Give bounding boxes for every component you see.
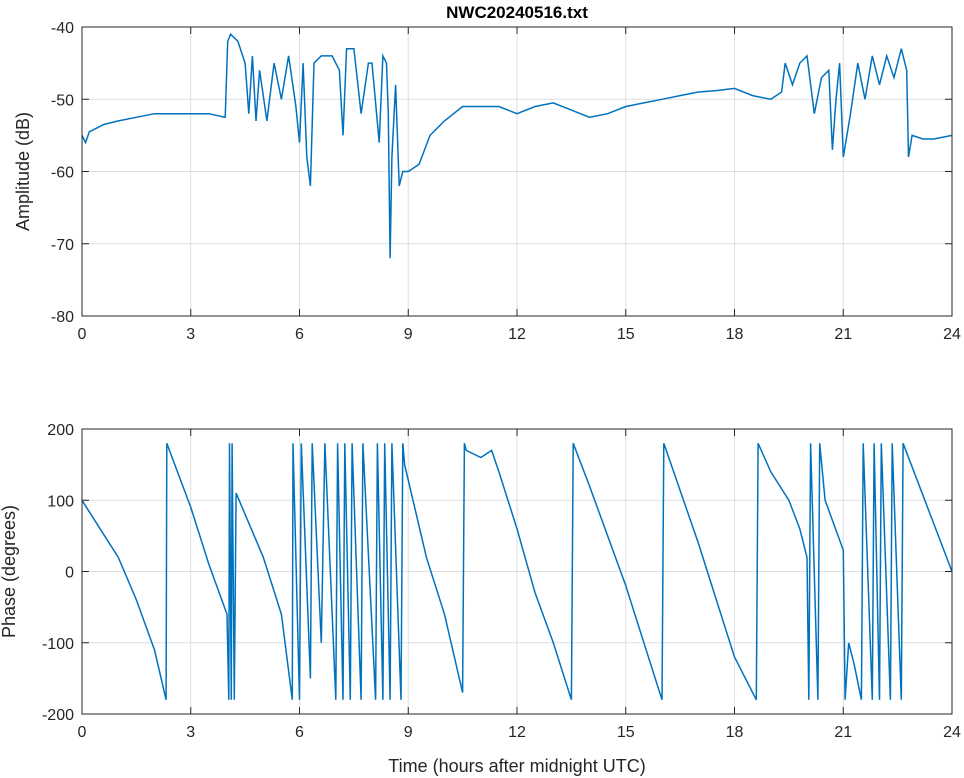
amplitude-plot: 0 3 6 9 12 15 18 21 24 -40 -50 -60 -70 -80 Amplitude (… xyxy=(13,20,961,343)
y-tick-label: -60 xyxy=(51,165,74,182)
x-tick-label: 15 xyxy=(617,724,635,741)
y-tick-label: 200 xyxy=(47,422,74,439)
x-tick-label: 24 xyxy=(943,326,961,343)
y-tick-label: -40 xyxy=(51,20,74,37)
x-tick-label: 0 xyxy=(78,724,87,741)
y-tick-label: -200 xyxy=(42,707,74,724)
x-tick-label: 9 xyxy=(404,326,413,343)
y-axis-label: Amplitude (dB) xyxy=(13,112,33,231)
x-tick-label: 3 xyxy=(186,724,195,741)
y-axis-label: Phase (degrees) xyxy=(0,505,19,638)
x-tick-label: 18 xyxy=(726,326,744,343)
x-tick-label: 6 xyxy=(295,326,304,343)
x-tick-label: 9 xyxy=(404,724,413,741)
y-tick-label: -70 xyxy=(51,237,74,254)
x-axis-label: Time (hours after midnight UTC) xyxy=(388,756,645,776)
x-tick-label: 21 xyxy=(834,326,852,343)
x-tick-label: 12 xyxy=(508,724,526,741)
axes-box xyxy=(81,26,953,317)
x-tick-label: 24 xyxy=(943,724,961,741)
x-tick-label: 0 xyxy=(78,326,87,343)
x-tick-label: 18 xyxy=(726,724,744,741)
chart-title: NWC20240516.txt xyxy=(446,3,588,22)
x-tick-label: 6 xyxy=(295,724,304,741)
y-tick-label: -80 xyxy=(51,309,74,326)
x-tick-label: 12 xyxy=(508,326,526,343)
x-tick-label: 3 xyxy=(186,326,195,343)
y-tick-label: -100 xyxy=(42,636,74,653)
y-tick-label: -50 xyxy=(51,92,74,109)
amplitude-series-line xyxy=(82,32,952,259)
y-tick-label: 100 xyxy=(47,493,74,510)
phase-plot: 0 3 6 9 12 15 18 21 24 200 100 0 -100 -200 Phase (degr… xyxy=(0,422,961,776)
x-tick-label: 15 xyxy=(617,326,635,343)
phase-series-line xyxy=(82,442,952,701)
x-tick-label: 21 xyxy=(834,724,852,741)
axes-box xyxy=(81,428,953,715)
y-tick-label: 0 xyxy=(65,565,74,582)
